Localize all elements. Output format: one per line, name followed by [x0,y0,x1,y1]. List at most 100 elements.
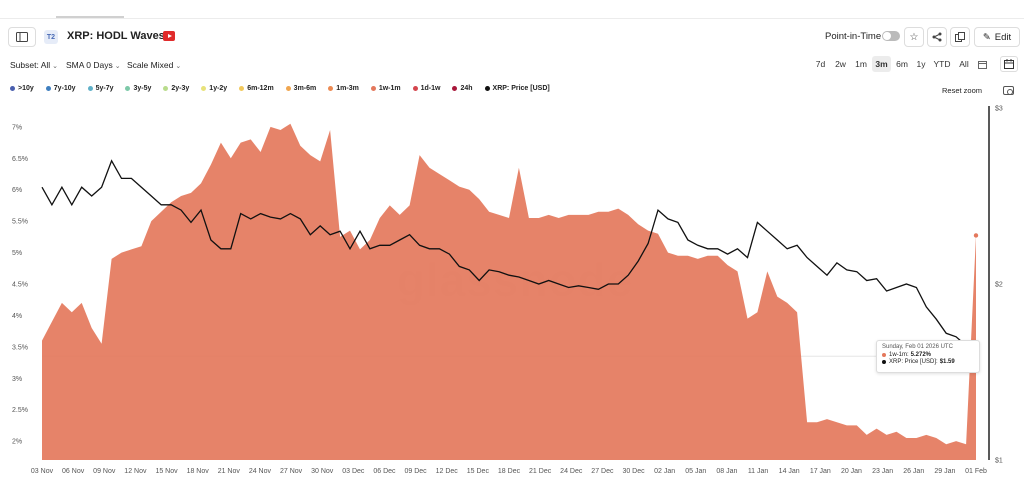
subset-select[interactable]: Subset: All ⌄ [10,60,58,70]
tooltip-value: $1.59 [939,359,955,365]
range-1y[interactable]: 1y [916,59,926,69]
legend-item[interactable]: 6m-12m [239,85,274,92]
y-tick-label: 2% [12,439,22,446]
tooltip-row-series1: 1w-1m: 5.272% [882,352,974,358]
x-tick-label: 12 Nov [124,468,147,475]
legend-label: 5y-7y [95,85,114,92]
legend-swatch [484,86,490,91]
y-tick-label: 4.5% [12,282,28,289]
legend-label: >10y [18,85,34,92]
legend-swatch [370,86,376,91]
calendar-button[interactable] [1000,56,1018,72]
legend-item[interactable]: 2y-3y [163,85,189,92]
y-tick-label: 3.5% [12,344,28,351]
legend-label: 1w-1m [378,85,401,92]
x-tick-label: 02 Jan [654,468,675,475]
sidebar-icon [16,32,28,42]
hover-point-1w-1m [973,233,979,238]
x-tick-label: 30 Nov [311,468,334,475]
chevron-down-icon: ⌄ [52,63,59,70]
chevron-down-icon: ⌄ [114,63,121,70]
legend-item[interactable]: 1y-2y [201,85,227,92]
range-6m[interactable]: 6m [896,59,908,69]
sma-select[interactable]: SMA 0 Days ⌄ [66,60,121,70]
top-tab-indicator [56,16,124,18]
page-title: XRP: HODL Waves [67,30,165,42]
legend-item[interactable]: >10y [10,85,34,92]
tooltip-label: XRP: Price [USD]: [889,359,938,365]
point-in-time-toggle[interactable] [882,31,900,41]
range-ytd[interactable]: YTD [933,59,951,69]
legend-swatch [163,86,169,91]
y-tick-label: 6% [12,187,22,194]
x-tick-label: 01 Feb [965,468,987,475]
range-2w[interactable]: 2w [835,59,846,69]
y-tick-label: 5.5% [12,219,28,226]
x-tick-label: 21 Dec [529,468,552,475]
y-tick-label: 4% [12,313,22,320]
favorite-button[interactable]: ☆ [904,27,924,47]
camera-icon[interactable] [1003,86,1014,95]
legend-item[interactable]: 7y-10y [45,85,76,92]
legend-label: 2y-3y [171,85,190,92]
range-3m[interactable]: 3m [872,56,891,72]
edit-button[interactable]: ✎ Edit [974,27,1020,47]
legend-item[interactable]: 1w-1m [370,85,401,92]
series-line-xrp-price [41,159,977,357]
x-tick-label: 14 Jan [779,468,800,475]
y-tick-label: 6.5% [12,156,28,163]
subset-label: Subset: All [10,60,51,70]
legend-item[interactable]: 3y-5y [125,85,151,92]
custom-range-button[interactable] [975,56,989,72]
youtube-icon[interactable] [163,31,175,41]
x-tick-label: 27 Nov [280,468,303,475]
y-axis-right: $1 $2 $3 [988,106,1003,465]
x-tick-label: 27 Dec [591,468,614,475]
copy-icon [955,32,965,42]
tooltip-dot [882,360,886,364]
x-tick-label: 12 Dec [436,468,459,475]
range-all[interactable]: All [959,59,969,69]
y-tick-label: 3% [12,376,22,383]
legend-label: XRP: Price [USD] [492,85,550,92]
tooltip-date: Sunday, Feb 01 2026 UTC [882,344,953,350]
x-tick-label: 09 Nov [93,468,116,475]
range-1m[interactable]: 1m [855,59,867,69]
share-icon [932,32,942,42]
tooltip-value: 5.272% [910,352,932,358]
x-tick-label: 18 Nov [187,468,210,475]
legend-item[interactable]: 5y-7y [87,85,114,92]
legend-item[interactable]: 24h [452,85,473,92]
legend-swatch [328,86,334,91]
legend-label: 3y-5y [133,85,152,92]
x-tick-label: 18 Dec [498,468,521,475]
sidebar-toggle-button[interactable] [8,27,36,47]
x-tick-label: 06 Nov [62,468,85,475]
legend-item[interactable]: 3m-6m [285,85,316,92]
edit-label: Edit [994,31,1012,43]
scale-label: Scale Mixed [127,60,174,70]
scale-select[interactable]: Scale Mixed ⌄ [127,60,181,70]
tooltip-dot [882,353,886,357]
y-right-tick-label: $2 [995,282,1003,289]
legend-item[interactable]: 1d-1w [412,85,440,92]
range-7d[interactable]: 7d [815,59,826,69]
legend-item[interactable]: XRP: Price [USD] [484,85,550,92]
calendar-icon [1004,59,1014,69]
x-tick-label: 15 Nov [155,468,178,475]
tooltip-row-series2: XRP: Price [USD]: $1.59 [882,359,974,365]
sma-label: SMA 0 Days [66,60,113,70]
tooltip-label: 1w-1m: [889,352,909,358]
x-tick-label: 06 Dec [373,468,396,475]
top-divider [0,18,1024,19]
reset-zoom-button[interactable]: Reset zoom [942,86,983,95]
copy-button[interactable] [950,27,970,47]
legend-item[interactable]: 1m-3m [328,85,359,92]
x-tick-label: 09 Dec [405,468,428,475]
legend-swatch [412,86,418,91]
series-area-1w-1m [42,123,976,460]
y-tick-label: 2.5% [12,407,28,414]
y-right-tick-label: $3 [995,106,1003,113]
share-button[interactable] [927,27,947,47]
